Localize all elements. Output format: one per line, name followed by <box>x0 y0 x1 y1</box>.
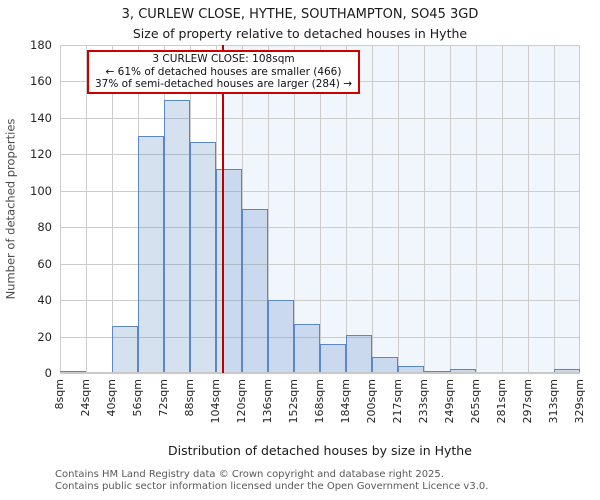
y-axis-label-wrap: Number of detached properties <box>2 45 18 373</box>
footer-line-2: Contains public sector information licen… <box>55 480 489 492</box>
chart-title: 3, CURLEW CLOSE, HYTHE, SOUTHAMPTON, SO4… <box>121 7 479 22</box>
larger-homes-shaded-region <box>222 45 580 373</box>
vertical-gridline <box>450 45 451 373</box>
vertical-gridline <box>502 45 503 373</box>
x-tick-label: 136sqm <box>261 379 274 424</box>
y-tick-label: 140 <box>30 110 52 125</box>
histogram-bar <box>346 334 372 373</box>
histogram-bar <box>138 136 164 373</box>
y-tick-label: 120 <box>30 147 52 162</box>
histogram-bar <box>190 141 216 373</box>
x-tick-label: 56sqm <box>131 379 144 417</box>
plot-area: 3 CURLEW CLOSE: 108sqm ← 61% of detached… <box>60 45 580 374</box>
x-tick-label: 281sqm <box>495 379 508 424</box>
vertical-gridline <box>424 45 425 373</box>
annotation-line-1: 3 CURLEW CLOSE: 108sqm <box>152 53 295 65</box>
vertical-gridline <box>268 45 269 373</box>
vertical-gridline <box>112 45 113 373</box>
histogram-bar <box>372 356 398 373</box>
vertical-gridline <box>86 45 87 373</box>
y-tick-label: 100 <box>30 183 52 198</box>
histogram-bar <box>242 209 268 373</box>
y-tick-label: 60 <box>37 256 52 271</box>
histogram-bar <box>268 300 294 373</box>
x-tick-label: 88sqm <box>183 379 196 417</box>
x-tick-label: 120sqm <box>235 379 248 424</box>
footer: Contains HM Land Registry data © Crown c… <box>55 469 488 492</box>
x-tick-label: 152sqm <box>287 379 300 424</box>
y-tick-label: 160 <box>30 74 52 89</box>
y-tick-label: 40 <box>37 293 52 308</box>
x-tick-label: 184sqm <box>339 379 352 424</box>
annotation-box: 3 CURLEW CLOSE: 108sqm ← 61% of detached… <box>87 50 360 94</box>
y-tick-label: 80 <box>37 220 52 235</box>
vertical-gridline <box>372 45 373 373</box>
property-size-marker-line <box>221 45 224 373</box>
x-tick-label: 297sqm <box>521 379 534 424</box>
x-tick-label: 40sqm <box>105 379 118 417</box>
vertical-gridline <box>320 45 321 373</box>
x-tick-label: 104sqm <box>209 379 222 424</box>
annotation-line-2: ← 61% of detached houses are smaller (46… <box>105 65 342 78</box>
vertical-gridline <box>554 45 555 373</box>
x-tick-label: 265sqm <box>469 379 482 424</box>
vertical-gridline <box>476 45 477 373</box>
y-axis-label: Number of detached properties <box>3 118 18 300</box>
x-tick-label: 168sqm <box>313 379 326 424</box>
vertical-gridline <box>579 45 580 373</box>
x-tick-label: 8sqm <box>53 379 66 410</box>
x-tick-label: 249sqm <box>443 379 456 424</box>
y-tick-label: 0 <box>44 366 52 380</box>
histogram-bar <box>112 325 138 373</box>
histogram-bar <box>294 323 320 373</box>
histogram-bar <box>320 343 346 373</box>
x-tick-label: 313sqm <box>547 379 560 424</box>
x-tick-label: 200sqm <box>365 379 378 424</box>
vertical-gridline <box>398 45 399 373</box>
vertical-gridline <box>528 45 529 373</box>
x-axis-label: Distribution of detached houses by size … <box>168 443 472 458</box>
x-axis-line <box>60 372 580 374</box>
vertical-gridline <box>294 45 295 373</box>
x-tick-label: 217sqm <box>391 379 404 424</box>
y-tick-label: 180 <box>30 38 52 52</box>
vertical-gridline <box>346 45 347 373</box>
histogram-bar <box>164 99 190 373</box>
vertical-gridline <box>60 45 61 373</box>
x-tick-label: 233sqm <box>417 379 430 424</box>
footer-line-1: Contains HM Land Registry data © Crown c… <box>55 469 444 480</box>
y-tick-label: 20 <box>37 329 52 344</box>
x-tick-label: 72sqm <box>157 379 170 417</box>
chart-subtitle: Size of property relative to detached ho… <box>132 26 468 41</box>
annotation-line-3: 37% of semi-detached houses are larger (… <box>95 78 352 90</box>
histogram-bar <box>216 168 242 373</box>
x-tick-label: 329sqm <box>573 379 586 424</box>
x-tick-label: 24sqm <box>79 379 92 417</box>
